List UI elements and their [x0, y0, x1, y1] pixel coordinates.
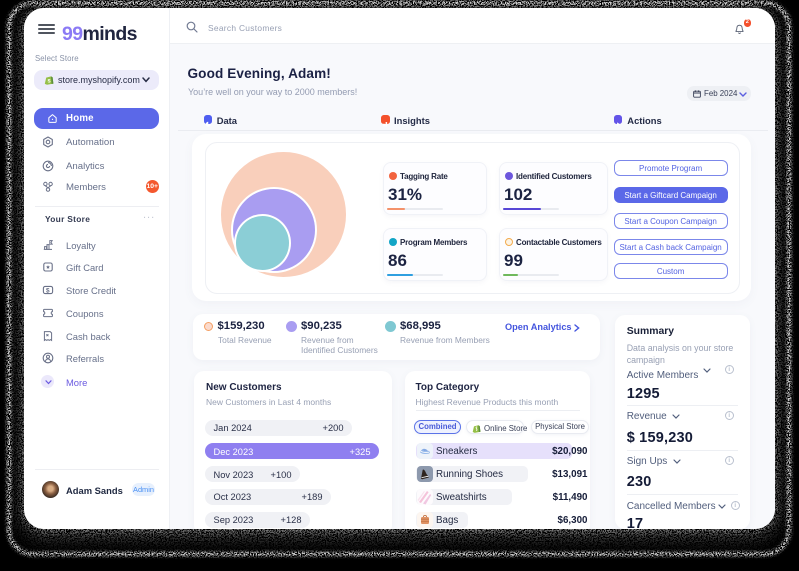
svg-text:$: $ — [46, 287, 50, 294]
svg-text:s: s — [47, 79, 51, 85]
